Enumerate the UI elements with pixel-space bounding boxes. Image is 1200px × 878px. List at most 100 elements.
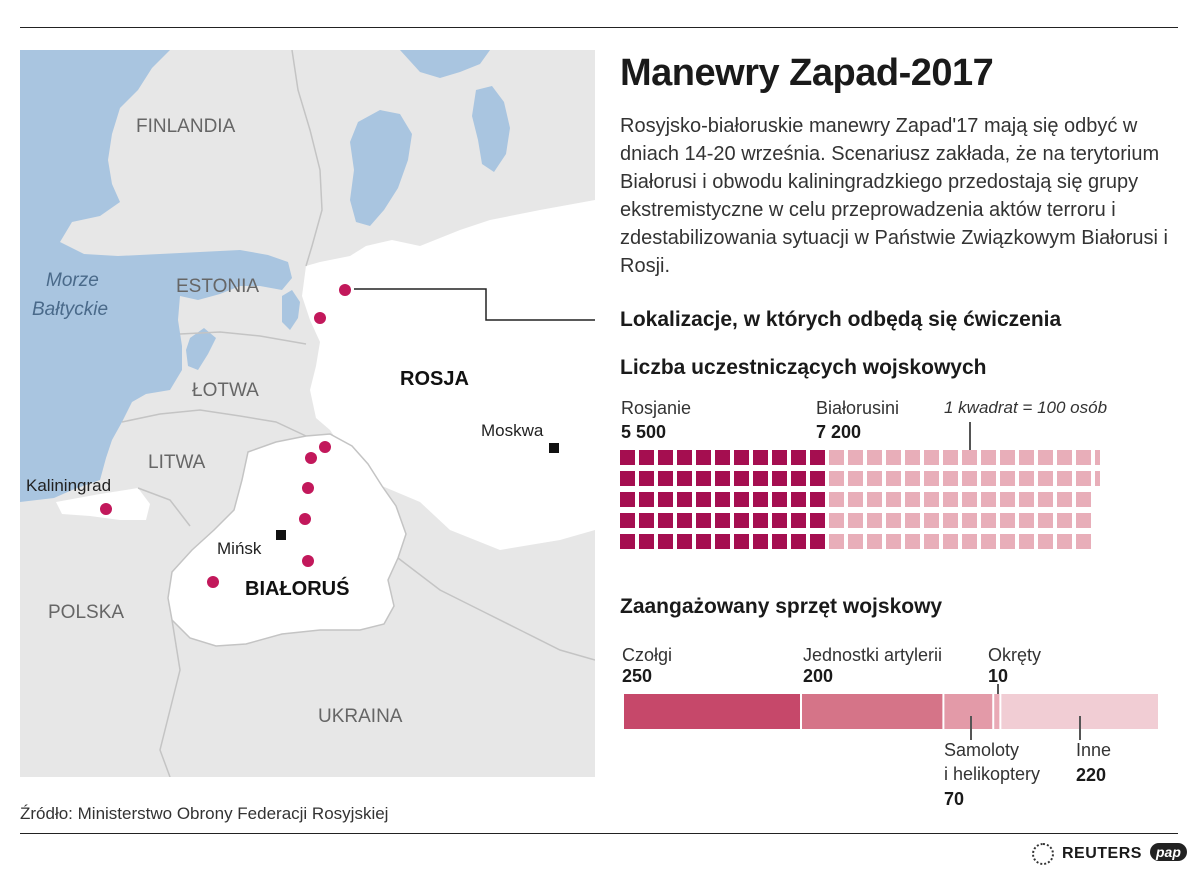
equipment-title: Zaangażowany sprzęt wojskowy [620, 595, 943, 618]
other-value: 220 [1076, 765, 1107, 785]
waffle-square-russians [677, 492, 692, 507]
waffle-square-russians [620, 471, 635, 486]
waffle-square-belarusians [848, 471, 863, 486]
waffle-square-belarusians [924, 492, 939, 507]
waffle-square-belarusians [829, 492, 844, 507]
map-label-sea-line1: Morze [46, 270, 99, 291]
waffle-square-russians [658, 513, 673, 528]
waffle-square-belarusians [962, 513, 977, 528]
map-label-belarus: BIAŁORUŚ [245, 578, 350, 600]
waffle-square-russians [696, 492, 711, 507]
waffle-square-belarusians [886, 513, 901, 528]
waffle-square-russians [639, 513, 654, 528]
waffle-square-russians [620, 513, 635, 528]
waffle-square-russians [677, 513, 692, 528]
reuters-logo-icon [1032, 843, 1054, 865]
waffle-square-belarusians [1038, 534, 1053, 549]
border-finland-russia [291, 50, 323, 267]
waffle-square-russians [772, 492, 787, 507]
lake-onega [472, 86, 510, 172]
source-note: Źródło: Ministerstwo Obrony Federacji Ro… [20, 804, 389, 823]
waffle-square-russians [772, 513, 787, 528]
russians-label: Rosjanie [621, 398, 692, 418]
exercise-location-marker [100, 503, 112, 515]
equipment-bar-segment [624, 694, 800, 729]
waffle-square-russians [753, 492, 768, 507]
waffle-square-belarusians [1095, 471, 1100, 486]
waffle-square-russians [696, 513, 711, 528]
map-label-minsk: Mińsk [217, 539, 262, 558]
waffle-square-belarusians [886, 534, 901, 549]
aircraft-label-line2: i helikoptery [944, 764, 1041, 784]
exercise-location-marker [299, 513, 311, 525]
border-belarus [167, 433, 407, 647]
waffle-square-belarusians [829, 534, 844, 549]
waffle-square-russians [639, 492, 654, 507]
tanks-label: Czołgi [622, 645, 673, 665]
waffle-square-belarusians [848, 450, 863, 465]
aircraft-value: 70 [944, 789, 965, 809]
waffle-square-belarusians [867, 534, 882, 549]
map-label-russia: ROSJA [400, 368, 469, 390]
participants-waffle-chart [620, 450, 1100, 549]
waffle-square-russians [639, 534, 654, 549]
waffle-square-belarusians [962, 492, 977, 507]
reuters-logo: REUTERS [1062, 845, 1142, 862]
other-label: Inne [1076, 740, 1112, 760]
waffle-square-russians [753, 534, 768, 549]
waffle-square-belarusians [943, 492, 958, 507]
exercise-location-marker [339, 284, 351, 296]
locations-title: Lokalizacje, w których odbędą się ćwicze… [620, 308, 1062, 331]
waffle-square-belarusians [905, 534, 920, 549]
waffle-square-belarusians [1057, 513, 1072, 528]
border-estonia-latvia [179, 331, 307, 345]
waffle-square-russians [620, 492, 635, 507]
exercise-location-marker [305, 452, 317, 464]
waffle-note-pointer [969, 422, 971, 460]
waffle-square-russians [658, 450, 673, 465]
lake-ladoga [350, 110, 412, 226]
waffle-square-russians [772, 450, 787, 465]
waffle-square-belarusians [848, 492, 863, 507]
waffle-square-belarusians [943, 450, 958, 465]
ships-pointer [997, 684, 999, 698]
equipment-bar-segment [994, 694, 1000, 729]
map-label-estonia: ESTONIA [176, 276, 260, 297]
waffle-square-russians [810, 513, 825, 528]
waffle-square-belarusians [829, 450, 844, 465]
page-title: Manewry Zapad-2017 [620, 52, 994, 94]
waffle-square-belarusians [1095, 450, 1100, 465]
waffle-square-belarusians [867, 513, 882, 528]
waffle-square-belarusians [1057, 534, 1072, 549]
waffle-square-belarusians [1057, 450, 1072, 465]
border-ukraine-russia [397, 557, 595, 661]
pap-logo: pap [1150, 843, 1187, 861]
waffle-square-russians [696, 450, 711, 465]
waffle-square-belarusians [1076, 492, 1091, 507]
waffle-square-russians [810, 450, 825, 465]
waffle-square-belarusians [962, 450, 977, 465]
exercise-location-marker [302, 482, 314, 494]
waffle-square-russians [791, 513, 806, 528]
waffle-square-belarusians [1038, 513, 1053, 528]
waffle-square-russians [810, 492, 825, 507]
waffle-square-belarusians [1076, 534, 1091, 549]
waffle-square-belarusians [924, 450, 939, 465]
moscow-marker [549, 443, 559, 453]
aircraft-pointer [970, 716, 972, 740]
waffle-square-russians [791, 534, 806, 549]
equipment-bar-segment [802, 694, 943, 729]
waffle-square-belarusians [981, 450, 996, 465]
waffle-square-belarusians [1000, 513, 1015, 528]
map-label-poland: POLSKA [48, 602, 125, 623]
white-sea [400, 50, 490, 78]
waffle-square-belarusians [905, 471, 920, 486]
waffle-square-belarusians [1076, 513, 1091, 528]
waffle-square-belarusians [962, 534, 977, 549]
waffle-square-belarusians [1019, 513, 1034, 528]
waffle-square-russians [753, 450, 768, 465]
waffle-square-belarusians [886, 492, 901, 507]
waffle-square-russians [658, 471, 673, 486]
aircraft-label: Samoloty [944, 740, 1020, 760]
waffle-square-belarusians [905, 492, 920, 507]
